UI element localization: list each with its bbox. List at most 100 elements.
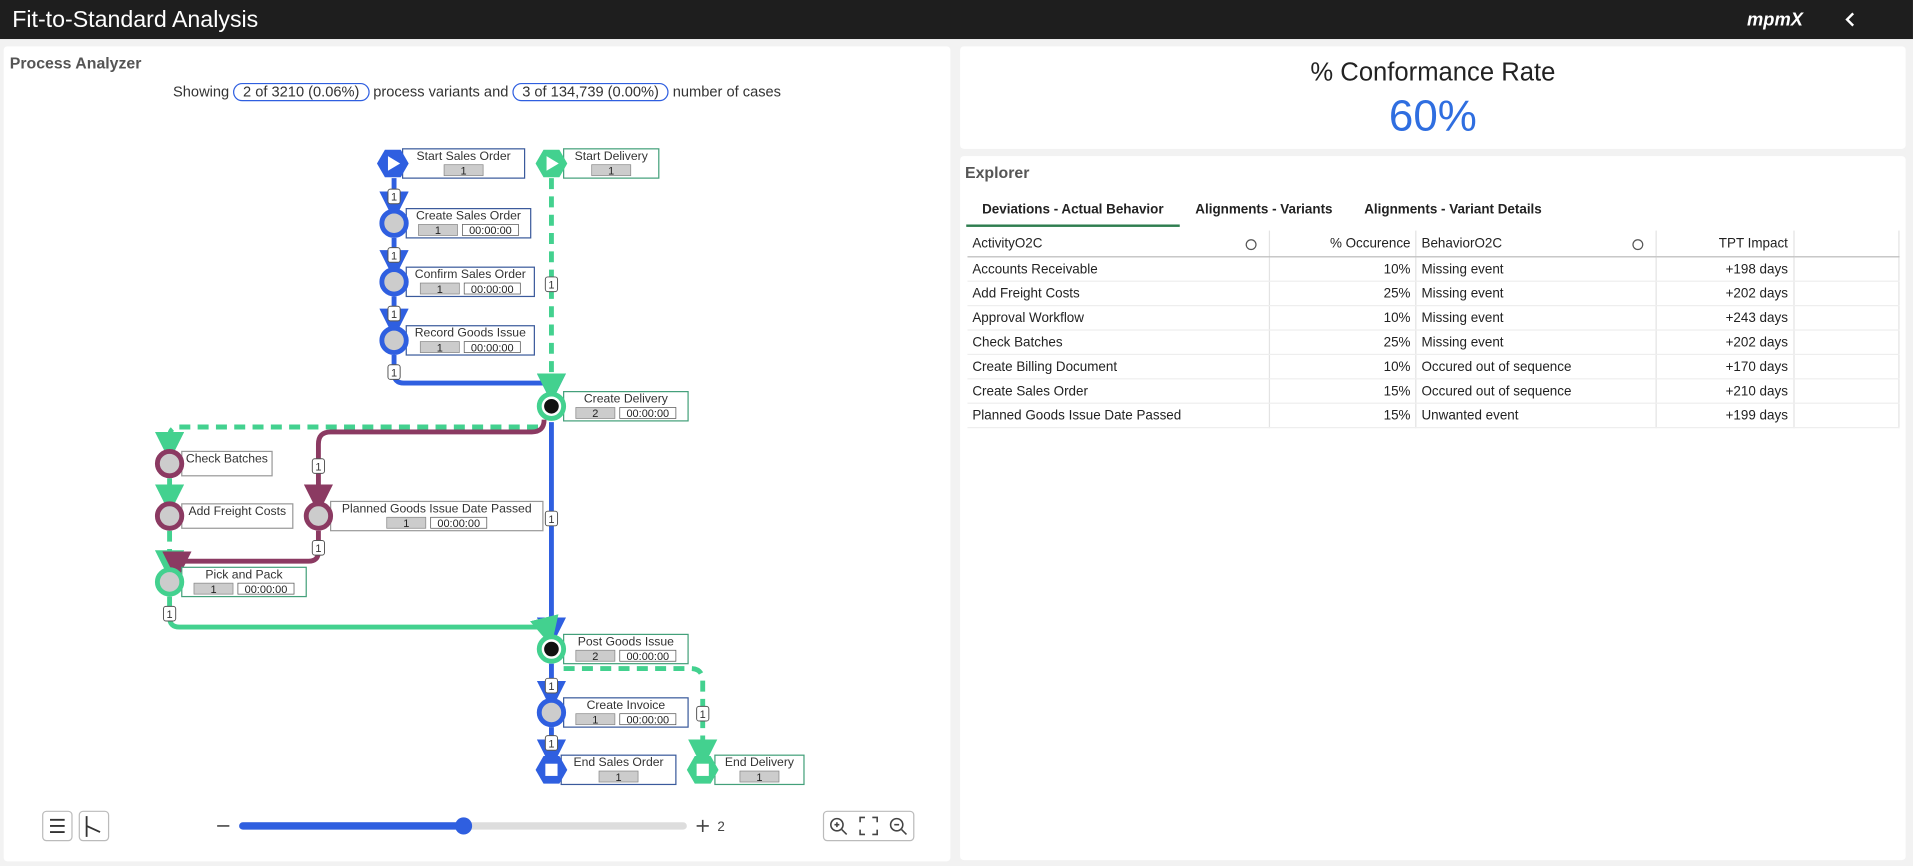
tabs: Deviations - Actual Behavior Alignments -… xyxy=(966,193,1557,227)
zoom-in[interactable] xyxy=(830,817,844,832)
fit-button[interactable] xyxy=(859,816,878,836)
spacer xyxy=(1793,305,1900,331)
slider-knob[interactable] xyxy=(455,817,473,835)
time-box xyxy=(462,224,519,236)
logo: mpmX xyxy=(1747,9,1803,31)
node-label: Check Batches xyxy=(186,451,268,465)
back-button[interactable] xyxy=(1842,11,1859,28)
table-row[interactable]: Create Billing Document 10% Occured out of… xyxy=(967,354,1900,380)
cell: Check Batches xyxy=(967,330,1270,356)
cell: Occured out of sequence xyxy=(1416,378,1657,404)
cell: 10% xyxy=(1269,354,1417,380)
spacer xyxy=(1793,230,1900,258)
cell: +210 days xyxy=(1655,378,1795,404)
node-icon[interactable] xyxy=(154,448,185,479)
edges: 1 1 1 1 1 1 1 1 1 1 1 1 xyxy=(154,178,718,769)
count-box xyxy=(419,341,460,353)
edge xyxy=(563,666,718,769)
node-time: 00:00:00 xyxy=(469,225,512,237)
icon xyxy=(50,818,65,833)
node-label: Post Goods Issue xyxy=(578,634,674,648)
node-count: 1 xyxy=(608,165,614,177)
table-row[interactable]: Add Freight Costs 25% Missing event +202 da… xyxy=(967,281,1900,307)
node-count: 1 xyxy=(615,772,621,784)
node-label: Start Delivery xyxy=(575,149,649,163)
node-count: 2 xyxy=(592,651,598,663)
node-count: 1 xyxy=(756,772,762,784)
edge-count-box xyxy=(387,364,401,380)
panel-title: Process Analyzer xyxy=(9,53,142,72)
search-icon[interactable] xyxy=(1631,238,1643,250)
cell: 15% xyxy=(1269,403,1417,429)
cell: 15% xyxy=(1269,378,1417,404)
stop-icon xyxy=(545,763,558,776)
cell: +202 days xyxy=(1655,330,1795,356)
node-label: End Sales Order xyxy=(573,755,663,769)
header-row: ActivityO2C% Occurence BehaviorO2C TPT Imp… xyxy=(967,230,1900,258)
edge-count: 1 xyxy=(548,280,554,292)
table-row[interactable]: Create Sales Order 15% Occured out of sequ… xyxy=(967,378,1900,404)
table-row[interactable]: Check Batches 25% Missing event +202 days xyxy=(967,330,1900,356)
cell: +170 days xyxy=(1655,354,1795,380)
table-row[interactable]: Accounts Receivable 10% Missing event +198 … xyxy=(967,256,1900,282)
node-count: 1 xyxy=(461,165,467,177)
edge-count-box xyxy=(387,305,401,322)
node-icon[interactable] xyxy=(379,325,409,356)
node-icon[interactable] xyxy=(379,267,409,297)
count-box xyxy=(575,649,616,662)
cell: +243 days xyxy=(1655,305,1795,331)
search-icon[interactable] xyxy=(1245,238,1257,250)
node-icon[interactable] xyxy=(536,697,567,728)
spacer xyxy=(1793,256,1900,282)
stop-icon xyxy=(696,763,709,776)
variant-count: 2 of 3210 (0.06%) xyxy=(233,82,370,102)
cell: Create Billing Document xyxy=(967,354,1270,380)
node-icon[interactable] xyxy=(379,208,409,238)
time-box xyxy=(463,282,521,295)
node-count: 1 xyxy=(437,342,443,354)
panel-title: Explorer xyxy=(965,163,1030,182)
count-box xyxy=(443,164,484,177)
zoom-out[interactable] xyxy=(889,817,904,832)
spacer xyxy=(1793,403,1900,429)
node-label: End Delivery xyxy=(725,755,795,769)
tab[interactable]: Deviations - Actual Behavior xyxy=(966,193,1180,227)
column-header[interactable]: ActivityO2C xyxy=(967,230,1270,258)
tab[interactable]: Alignments - Variant Details xyxy=(1364,202,1542,218)
table-row[interactable]: Planned Goods Issue Date Passed 15% Unwant… xyxy=(967,403,1900,429)
edge-count: 1 xyxy=(315,543,321,555)
tab[interactable]: Alignments - Variants xyxy=(1195,202,1333,218)
edge-count-box xyxy=(311,458,326,474)
node-icon[interactable] xyxy=(303,501,334,531)
node-core xyxy=(544,641,559,657)
node-count: 1 xyxy=(435,225,441,237)
header: Fit-to-Standard Analysis mpmX xyxy=(0,0,1913,40)
column-header[interactable]: BehaviorO2C xyxy=(1416,230,1657,258)
node-icon[interactable] xyxy=(154,567,185,597)
nodes: Start Sales Order 1 Start Delivery 1 Create … xyxy=(154,148,805,786)
edge-count: 1 xyxy=(167,609,173,621)
node-icon[interactable] xyxy=(154,501,185,531)
node-time: 00:00:00 xyxy=(437,518,480,530)
node-label: Add Freight Costs xyxy=(189,504,287,518)
edge xyxy=(303,419,547,514)
time-box xyxy=(619,407,677,419)
column-header[interactable]: % Occurence xyxy=(1269,230,1417,258)
table-row[interactable]: Approval Workflow 10% Missing event +243 da… xyxy=(967,305,1900,331)
node-label: Pick and Pack xyxy=(205,567,283,581)
graph-button[interactable] xyxy=(78,810,110,842)
cell: +199 days xyxy=(1655,403,1795,429)
zoom-in-small[interactable] xyxy=(696,819,709,833)
cell: Missing event xyxy=(1416,330,1657,356)
time-box xyxy=(463,341,521,353)
count-box xyxy=(418,224,458,236)
node-time: 00:00:00 xyxy=(471,342,514,354)
play-icon xyxy=(546,156,559,171)
edge-count-box xyxy=(544,510,559,527)
column-header[interactable]: TPT Impact xyxy=(1655,230,1795,258)
time-box xyxy=(619,713,677,726)
node-time: 00:00:00 xyxy=(471,284,514,296)
count-box xyxy=(591,164,632,177)
text: process variants and xyxy=(373,82,509,101)
play-icon xyxy=(387,156,401,171)
